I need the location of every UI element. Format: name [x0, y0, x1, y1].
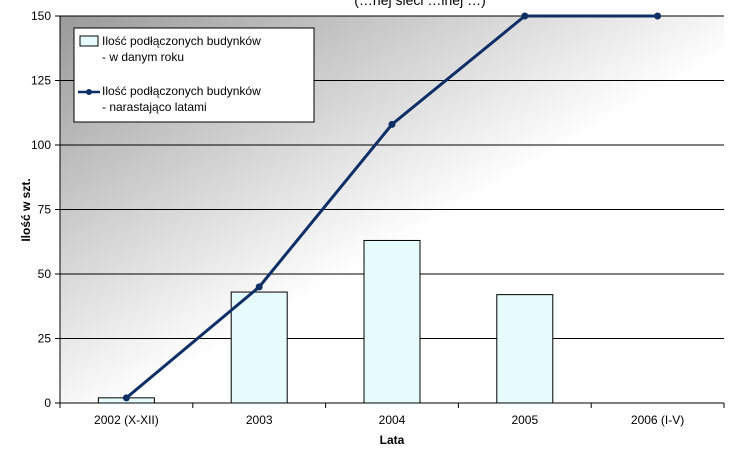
x-tick-label: 2002 (X-XII) — [94, 413, 159, 427]
chart-title: (…nej sieci …lnej …) — [354, 0, 485, 8]
x-tick-labels: 2002 (X-XII) 2003 2004 2005 2006 (I-V) — [94, 413, 684, 427]
y-tick-label: 150 — [31, 9, 51, 23]
axes — [55, 15, 725, 408]
x-axis-title: Lata — [380, 433, 405, 447]
line-point — [122, 394, 130, 402]
line-point — [654, 12, 662, 20]
y-tick-label: 25 — [38, 332, 52, 346]
x-tick-label: 2006 (I-V) — [631, 413, 684, 427]
y-tick-label: 75 — [38, 203, 52, 217]
bar-series — [97, 239, 554, 404]
legend-bar-swatch — [79, 35, 99, 47]
y-tick-label: 125 — [31, 74, 51, 88]
legend-line-label-line1: Ilość podłączonych budynków — [102, 84, 261, 98]
x-tick-label: 2005 — [511, 413, 538, 427]
legend-line-marker — [86, 89, 92, 95]
line-point — [521, 12, 529, 20]
legend-bar-label-line2: - w danym roku — [102, 50, 184, 64]
y-axis-title: Ilość w szt. — [19, 178, 33, 241]
bar — [363, 239, 421, 404]
x-tick-label: 2003 — [246, 413, 273, 427]
line-point — [388, 120, 396, 128]
legend: Ilość podłączonych budynków - w danym ro… — [73, 27, 315, 123]
legend-box — [73, 27, 315, 123]
y-tick-label: 0 — [44, 396, 51, 410]
line-point — [255, 283, 263, 291]
bar — [496, 294, 554, 404]
y-tick-label: 50 — [38, 267, 52, 281]
line-series — [122, 12, 662, 402]
legend-bar-label-line1: Ilość podłączonych budynków — [102, 34, 261, 48]
y-tick-labels: 0 25 50 75 100 125 150 — [31, 9, 51, 410]
bar — [230, 291, 288, 404]
legend-line-label-line2: - narastająco latami — [102, 100, 207, 114]
y-tick-label: 100 — [31, 138, 51, 152]
x-tick-label: 2004 — [379, 413, 406, 427]
